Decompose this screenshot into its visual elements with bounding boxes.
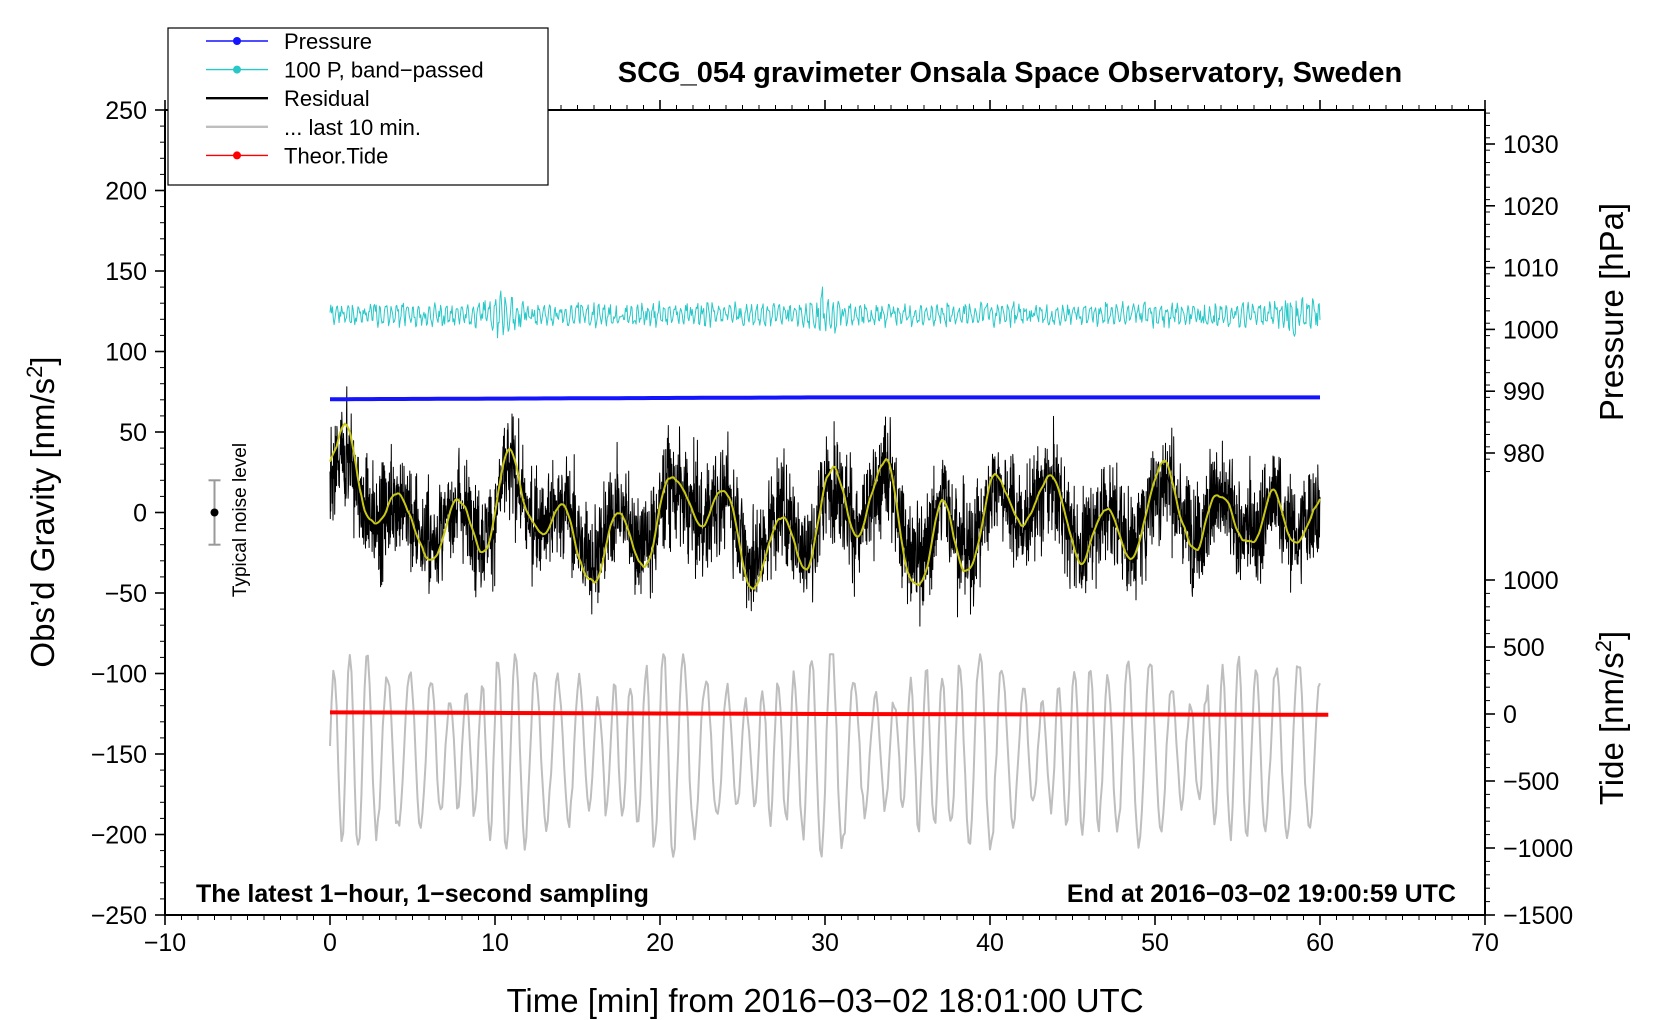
y-tick-label: −50 xyxy=(105,580,147,608)
y-axis-title-left-main: Obs’d Gravity [nm/s xyxy=(24,378,61,668)
x-tick-label: 70 xyxy=(1471,929,1499,957)
legend-box xyxy=(167,27,549,186)
pressure-tick-label: 1010 xyxy=(1503,255,1559,283)
y-tick-label: 0 xyxy=(133,500,147,528)
y-tick-label: −200 xyxy=(91,822,147,850)
x-tick-label: 60 xyxy=(1306,929,1334,957)
x-tick-label: 0 xyxy=(323,929,337,957)
pressure-tick-label: 980 xyxy=(1503,440,1545,468)
legend-swatch-marker xyxy=(233,151,241,160)
legend-label: 100 P, band−passed xyxy=(284,58,484,83)
y-tick-label: 100 xyxy=(105,339,147,367)
series-last-10-min xyxy=(329,653,1321,858)
series-residual-smoothed xyxy=(329,422,1321,590)
tide-tick-label: −1000 xyxy=(1503,835,1573,863)
annotation-right: End at 2016−03−02 19:00:59 UTC xyxy=(1067,880,1456,908)
y-tick-label: 50 xyxy=(119,419,147,447)
x-axis: −10 0 10 20 30 40 50 60 70 xyxy=(144,100,1499,957)
series-theor-tide xyxy=(329,710,1329,717)
series-pressure xyxy=(330,395,1320,402)
legend-swatch-marker xyxy=(233,65,241,74)
noise-label: Typical noise level xyxy=(230,443,251,597)
y-axis-title-tide-superscript: 2 xyxy=(1591,640,1616,652)
y-axis-title-left: Obs’d Gravity [nm/s2] xyxy=(22,356,61,667)
legend-label: Theor.Tide xyxy=(284,143,388,168)
noise-indicator xyxy=(208,479,221,546)
y-axis-tide: 1000 500 0 −500 −1000 −1500 xyxy=(1485,567,1573,930)
legend-label: Residual xyxy=(284,86,370,111)
y-axis-title-tide-main: Tide [nm/s xyxy=(1593,652,1630,805)
tide-tick-label: 500 xyxy=(1503,634,1545,662)
x-tick-label: 20 xyxy=(646,929,674,957)
chart-title: SCG_054 gravimeter Onsala Space Observat… xyxy=(618,57,1402,89)
x-tick-label: 30 xyxy=(811,929,839,957)
x-tick-label: −10 xyxy=(144,929,186,957)
x-tick-label: 10 xyxy=(481,929,509,957)
tide-tick-label: −500 xyxy=(1503,768,1559,796)
y-tick-label: 150 xyxy=(105,258,147,286)
tide-tick-label: 0 xyxy=(1503,701,1517,729)
y-tick-label: −150 xyxy=(91,741,147,769)
tide-tick-label: −1500 xyxy=(1503,902,1573,930)
y-tick-label: 250 xyxy=(105,97,147,125)
legend-label: Pressure xyxy=(284,29,372,54)
pressure-tick-label: 1030 xyxy=(1503,131,1559,159)
legend-swatch-marker xyxy=(233,37,241,45)
x-tick-label: 50 xyxy=(1141,929,1169,957)
y-axis-title-tide-suffix: ] xyxy=(1593,631,1630,640)
series-layer xyxy=(329,286,1329,858)
legend-label: ... last 10 min. xyxy=(284,115,421,140)
pressure-tick-label: 1020 xyxy=(1503,193,1559,221)
y-tick-label: 200 xyxy=(105,178,147,206)
annotation-left: The latest 1−hour, 1−second sampling xyxy=(196,880,649,908)
noise-dot xyxy=(210,508,219,517)
x-tick-label: 40 xyxy=(976,929,1004,957)
y-axis-title-pressure: Pressure [hPa] xyxy=(1593,203,1630,421)
y-axis-title-tide: Tide [nm/s2] xyxy=(1591,631,1630,805)
x-axis-title: Time [min] from 2016−03−02 18:01:00 UTC xyxy=(506,982,1143,1019)
y-tick-label: −250 xyxy=(91,902,147,930)
y-axis-left: 250 200 150 100 50 0 −50 −100 −150 −200 −250 xyxy=(91,97,165,930)
pressure-tick-label: 1000 xyxy=(1503,316,1559,344)
y-axis-title-left-superscript: 2 xyxy=(22,366,47,378)
y-tick-label: −100 xyxy=(91,661,147,689)
legend: Pressure 100 P, band−passed Residual ... la… xyxy=(167,27,549,186)
y-axis-title-left-suffix: ] xyxy=(24,356,61,365)
pressure-tick-label: 990 xyxy=(1503,378,1545,406)
series-pressure-bandpassed xyxy=(329,286,1321,339)
tide-tick-label: 1000 xyxy=(1503,567,1559,595)
y-axis-pressure: 1030 1020 1010 1000 990 980 xyxy=(1485,112,1559,473)
